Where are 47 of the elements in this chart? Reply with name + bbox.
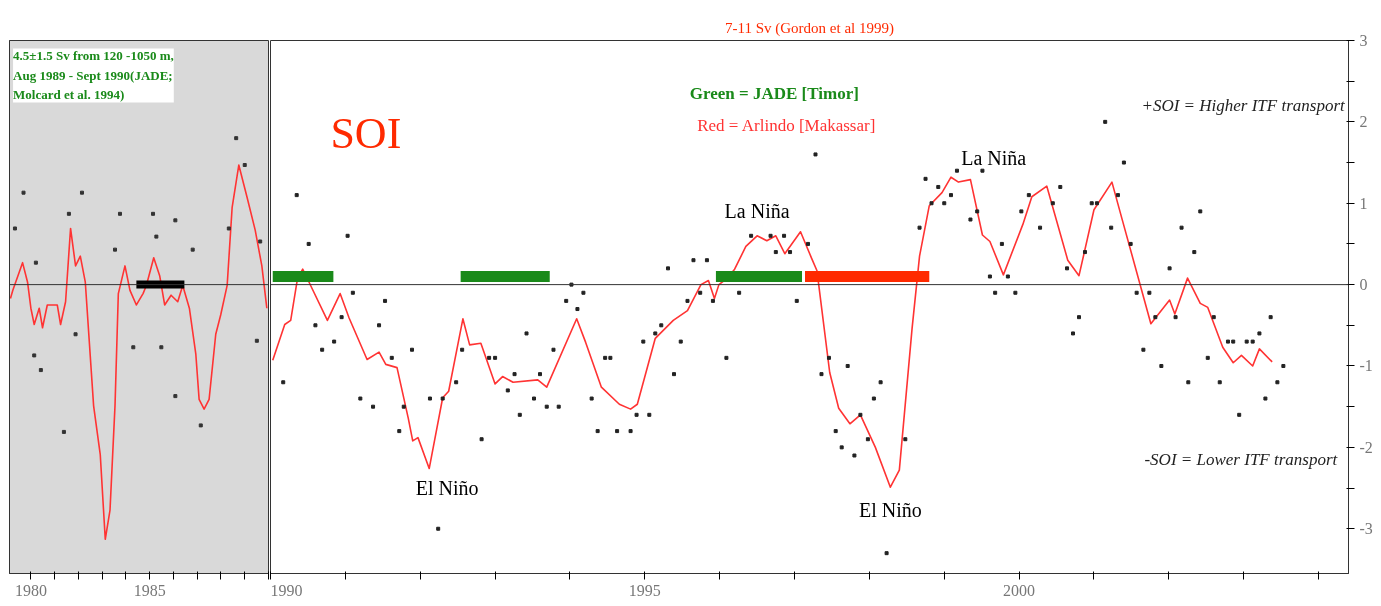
y-tick-label: 0 [1359, 276, 1368, 294]
point [254, 338, 259, 343]
annotation: 4.5±1.5 Sv from 120 -1050 m, Aug 1989 - Sept 1990(JADE; Molcard et al. 1994) [13, 48, 174, 103]
point [38, 368, 43, 373]
y-tick-label: 2 [1359, 113, 1368, 131]
point [73, 332, 78, 337]
point [242, 163, 247, 167]
y-tick-label: 1 [1359, 194, 1368, 212]
y-tick-label: -3 [1359, 520, 1373, 538]
point [32, 353, 37, 358]
point [198, 423, 203, 428]
point [113, 247, 117, 252]
annotation: El Niño [415, 476, 479, 499]
point [173, 218, 178, 223]
x-tick-label: 1990 [270, 581, 303, 599]
y-tick-label: -2 [1359, 438, 1373, 456]
x-tick-label: 1995 [628, 581, 661, 599]
text: 7-11 Sv (Gordon et al 1999) [725, 19, 894, 37]
annotation: Red = Arlindo [Makassar] [697, 116, 876, 136]
point [21, 190, 26, 195]
y-tick-label: 3 [1359, 32, 1368, 49]
x-tick-label: 1980 [14, 581, 47, 599]
point [79, 190, 84, 195]
point [151, 211, 156, 216]
point [190, 247, 195, 252]
annotation: +SOI = Higher ITF transport [1141, 96, 1347, 116]
point [234, 136, 239, 141]
point [159, 345, 164, 350]
point [131, 345, 136, 350]
annotation: El Niño [858, 499, 922, 522]
point [258, 239, 263, 244]
point [12, 226, 17, 231]
point [173, 394, 178, 399]
point [117, 211, 122, 216]
annotation: -SOI = Lower ITF transport [1144, 450, 1339, 470]
annotation: Green = JADE [Timor] [689, 83, 859, 103]
annotation: SOI [330, 109, 402, 159]
y-tick-label: -1 [1359, 357, 1373, 375]
point [66, 211, 71, 216]
point [226, 226, 231, 231]
annotation: La Niña [961, 147, 1027, 170]
point [154, 234, 159, 239]
point [33, 260, 38, 265]
point [61, 429, 66, 434]
annotation: La Niña [724, 199, 790, 222]
x-tick-label: 1985 [133, 581, 166, 599]
x-tick-label: 2000 [1003, 581, 1036, 599]
